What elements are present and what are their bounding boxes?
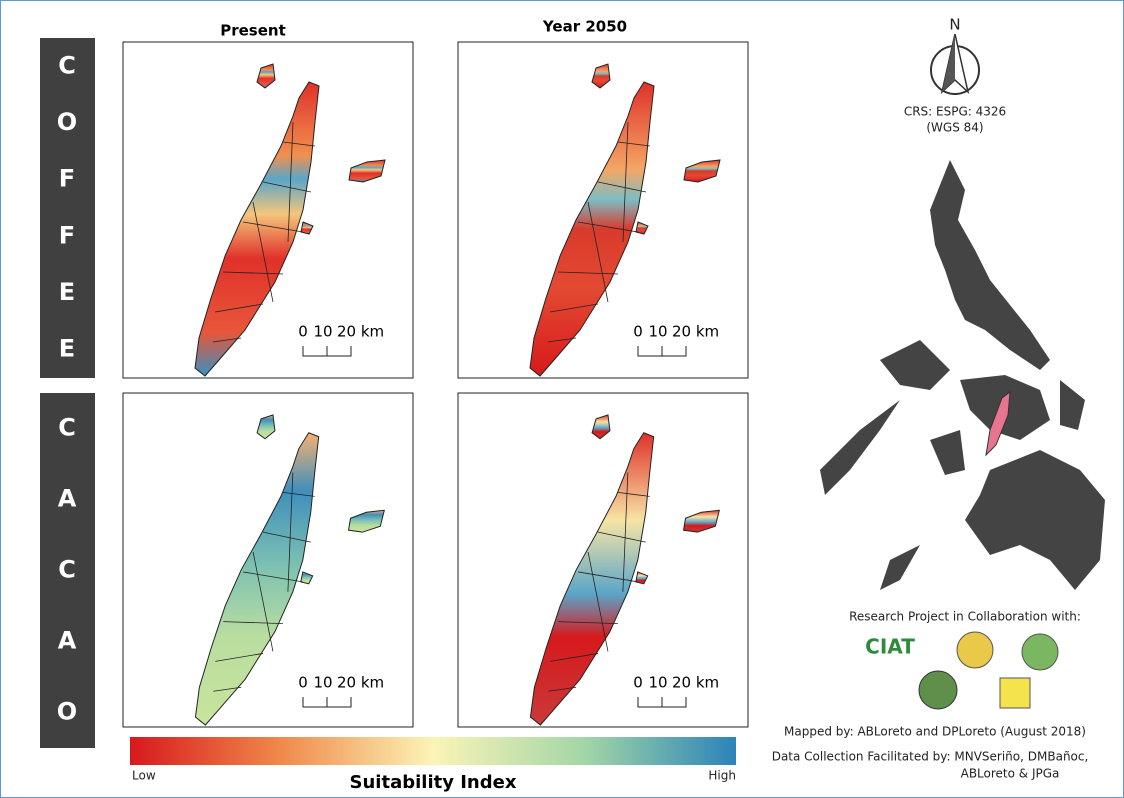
philippines-map [820,160,1105,590]
north-arrow [930,33,980,95]
north-label: N [949,16,960,34]
logo [918,670,958,710]
study-area [985,390,1011,457]
scale-label: 0 [633,674,643,692]
scale-label: 10 [648,323,667,341]
scale-label: 20 km [672,674,719,692]
logo [956,631,994,669]
crs: CRS: ESPG: 4326 [904,105,1006,119]
legend-bar [130,737,736,765]
row-box [40,393,95,748]
row-letter: C [58,556,76,584]
row-letter: F [59,221,75,249]
scale-label: 0 [633,323,643,341]
scale-label: 20 km [337,674,384,692]
scale-bar [637,346,687,357]
scale-label: 10 [648,674,667,692]
column-title: Year 2050 [542,18,627,36]
row-letter: A [58,627,77,655]
scale-label: 0 [298,323,308,341]
scale-bar [302,346,352,357]
scale-label: 10 [313,323,332,341]
credit: Data Collection Facilitated by: MNVSeriñ… [772,750,1089,764]
scale-label: 20 km [337,323,384,341]
credit: Mapped by: ABLoreto and DPLoreto (August… [784,725,1086,739]
row-letter: A [58,485,77,513]
row-letter: O [57,698,77,726]
row-letter: E [59,278,75,306]
credit: ABLoreto & JPGa [961,767,1060,781]
scale-bar [637,697,687,708]
legend-title: Suitability Index [350,772,517,793]
scale-label: 0 [298,674,308,692]
logo-text: CIAT [865,635,915,659]
column-title: Present [220,22,286,40]
legend-high: High [708,769,736,783]
crs: (WGS 84) [926,121,983,135]
row-letter: C [58,414,76,442]
row-box [40,38,95,378]
logo [999,677,1031,709]
collab-heading: Research Project in Collaboration with: [849,610,1081,624]
logo [1021,633,1059,671]
legend-low: Low [132,769,156,783]
row-letter: C [58,51,76,79]
row-letter: E [59,335,75,363]
scale-label: 10 [313,674,332,692]
scale-bar [302,697,352,708]
scale-label: 20 km [672,323,719,341]
row-letter: F [59,165,75,193]
row-letter: O [57,108,77,136]
